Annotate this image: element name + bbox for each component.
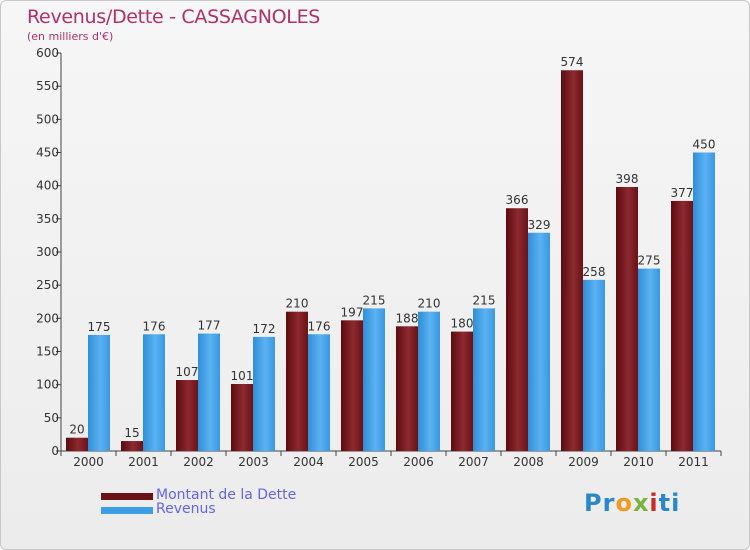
y-tick-label: 500 [36,112,59,126]
bar-revenus [363,308,385,451]
bar-revenus [528,232,550,451]
x-tick-label: 2000 [73,455,104,469]
bar-label-revenus: 210 [418,297,441,311]
logo-part: ti [658,489,681,517]
legend-label-debt: Montant de la Dette [156,487,297,503]
bar-label-revenus: 177 [198,319,221,333]
x-tick-label: 2005 [348,455,379,469]
bar-label-revenus: 172 [253,322,276,336]
y-tick-label: 200 [36,311,59,325]
bar-revenus [583,279,605,451]
y-tick-label: 600 [36,46,59,60]
x-tick-label: 2009 [568,455,599,469]
bar-revenus [418,311,440,451]
bar-dette [671,200,693,451]
bar-revenus [88,334,110,451]
x-axis: 2000 2001 2002 2003 2004 2005 2006 2007 2008 2009… [60,450,722,469]
bar-revenus [143,334,165,451]
bar-label-revenus: 329 [528,218,551,232]
proxiti-logo: Proxiti [584,489,680,517]
bar-dette [176,380,198,451]
bar-label-revenus: 215 [473,293,496,307]
y-axis: 0 50 100 150 200 250 300 350 400 450 500 550 600 [36,46,62,458]
bar-revenus [693,152,715,451]
y-tick-label: 400 [36,179,59,193]
bar-label-dette: 107 [176,365,199,379]
bar-dette [341,320,363,451]
bar-dette [561,70,583,451]
y-tick-label: 300 [36,245,59,259]
x-tick-label: 2010 [623,455,654,469]
y-tick-label: 100 [36,378,59,392]
x-tick-label: 2001 [128,455,159,469]
bar-revenus [253,336,275,451]
bar-revenus [638,268,660,451]
bar-series [66,70,715,451]
bar-label-dette: 210 [286,297,309,311]
bar-revenus [473,308,495,451]
y-tick-label: 0 [51,444,59,458]
bar-label-dette: 101 [231,369,254,383]
y-tick-label: 50 [44,411,59,425]
y-tick-label: 450 [36,146,59,160]
bar-revenus [198,333,220,451]
bar-dette [616,186,638,451]
bar-label-revenus: 176 [308,319,331,333]
y-tick-label: 550 [36,79,59,93]
bar-label-revenus: 176 [143,319,166,333]
x-tick-label: 2008 [513,455,544,469]
x-tick-label: 2011 [678,455,709,469]
x-tick-label: 2006 [403,455,434,469]
y-tick-label: 150 [36,345,59,359]
x-tick-label: 2002 [183,455,214,469]
bar-label-revenus: 175 [88,320,111,334]
bar-revenus [308,334,330,451]
bar-dette [506,208,528,451]
bar-data-labels: 20 15 107 101 210 197 188 180 366 574 398 377 175 176… [69,55,715,440]
bar-label-dette: 377 [671,186,694,200]
x-tick-label: 2004 [293,455,324,469]
bar-label-dette: 15 [124,426,139,440]
y-tick-label: 250 [36,278,59,292]
bar-label-dette: 20 [69,423,84,437]
bar-label-dette: 180 [451,317,474,331]
bar-dette [231,384,253,451]
logo-part: Pr [584,489,616,517]
logo-part: o [615,489,633,517]
bar-label-dette: 398 [616,172,639,186]
legend-swatch-revenus [101,507,153,514]
bar-label-dette: 188 [396,311,419,325]
chart-title: Revenus/Dette - CASSAGNOLES [27,6,321,28]
bar-label-dette: 574 [561,55,584,69]
bar-label-dette: 366 [506,193,529,207]
bar-dette [451,331,473,451]
bar-label-revenus: 450 [693,138,716,152]
bar-dette [121,441,143,451]
bar-label-dette: 197 [341,305,364,319]
y-tick-label: 350 [36,212,59,226]
legend-swatch-debt [101,493,153,500]
chart-subtitle: (en milliers d'€) [27,30,114,43]
logo-part: i [649,489,659,517]
bar-label-revenus: 215 [363,293,386,307]
x-tick-label: 2007 [458,455,489,469]
bar-dette [396,326,418,451]
legend-label-revenus: Revenus [156,501,216,517]
bar-label-revenus: 275 [638,254,661,268]
logo-part: x [632,489,650,517]
bar-dette [66,437,88,451]
bar-dette [286,311,308,451]
x-tick-label: 2003 [238,455,269,469]
bar-label-revenus: 258 [583,265,606,279]
